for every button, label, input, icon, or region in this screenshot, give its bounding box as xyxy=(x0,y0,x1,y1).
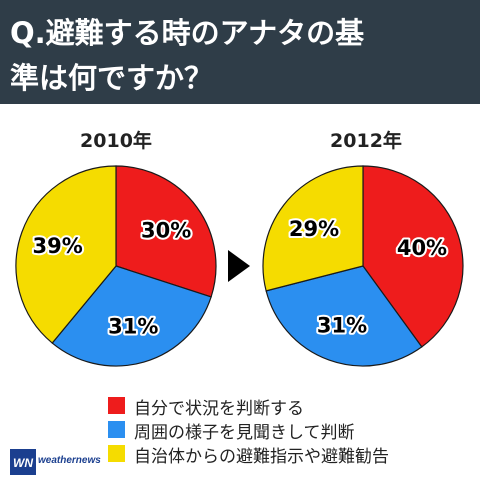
data-label: 40% xyxy=(397,236,447,260)
legend-swatch-red xyxy=(108,397,125,414)
svg-text:WN: WN xyxy=(13,456,33,470)
pie-slice xyxy=(262,165,364,292)
pie-slice xyxy=(15,165,117,344)
weathernews-logo-icon: WN xyxy=(10,449,36,475)
legend-swatch-yellow xyxy=(108,445,125,462)
pie-chart-2010: 30% 31% 39% xyxy=(15,165,217,367)
data-label: 29% xyxy=(289,217,339,241)
legend-label: 自分で状況を判断する xyxy=(134,399,304,419)
legend-label: 自治体からの避難指示や避難勧告 xyxy=(134,447,389,467)
legend-swatch-blue xyxy=(108,421,125,438)
chart-title-2010: 2010年 xyxy=(80,130,152,152)
data-label: 31% xyxy=(317,313,367,337)
page-title-line-2: 準は何ですか？ xyxy=(10,61,214,95)
pie-slice xyxy=(51,265,212,367)
pie-slice xyxy=(115,165,217,298)
pie-slice xyxy=(362,165,464,348)
arrow-right-icon xyxy=(228,250,250,282)
page-title-line-1: Q.避難する時のアナタの基 xyxy=(10,16,365,50)
data-label: 31% xyxy=(108,315,158,339)
title-banner: Q.避難する時のアナタの基 準は何ですか？ xyxy=(0,0,480,104)
legend-label: 周囲の様子を見聞きして判断 xyxy=(134,423,355,443)
pie-slice xyxy=(265,265,423,367)
pie-chart-2012: 40% 31% 29% xyxy=(262,165,464,367)
logo-text: weathernews xyxy=(38,455,101,466)
data-label: 30% xyxy=(141,219,191,243)
data-label: 39% xyxy=(33,234,83,258)
chart-title-2012: 2012年 xyxy=(330,130,402,152)
